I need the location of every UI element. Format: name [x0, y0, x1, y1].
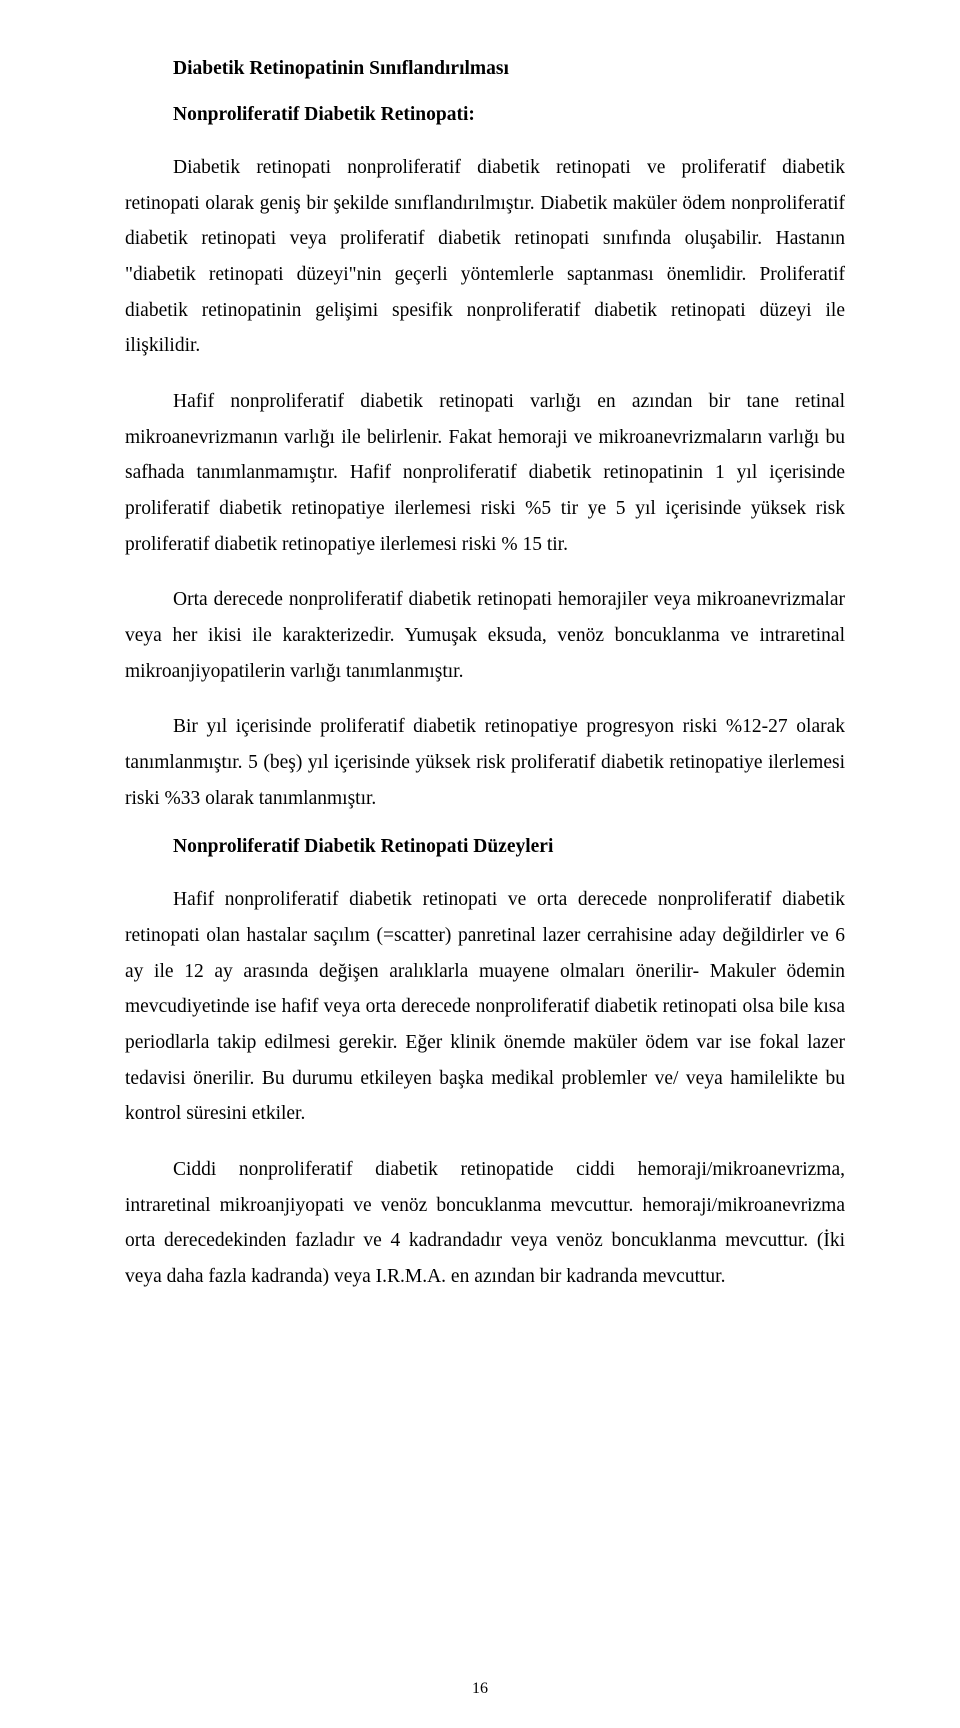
paragraph-5: Hafif nonproliferatif diabetik retinopat…: [125, 882, 845, 1132]
heading-main: Diabetik Retinopatinin Sınıflandırılması: [125, 58, 845, 80]
paragraph-2: Hafif nonproliferatif diabetik retinopat…: [125, 384, 845, 562]
paragraph-3: Orta derecede nonproliferatif diabetik r…: [125, 582, 845, 689]
paragraph-6: Ciddi nonproliferatif diabetik retinopat…: [125, 1152, 845, 1295]
page-number: 16: [0, 1680, 960, 1698]
paragraph-1: Diabetik retinopati nonproliferatif diab…: [125, 150, 845, 364]
heading-sub-1: Nonproliferatif Diabetik Retinopati:: [125, 104, 845, 126]
document-page: Diabetik Retinopatinin Sınıflandırılması…: [0, 0, 960, 1728]
heading-sub-2: Nonproliferatif Diabetik Retinopati Düze…: [125, 836, 845, 858]
paragraph-4: Bir yıl içerisinde proliferatif diabetik…: [125, 709, 845, 816]
